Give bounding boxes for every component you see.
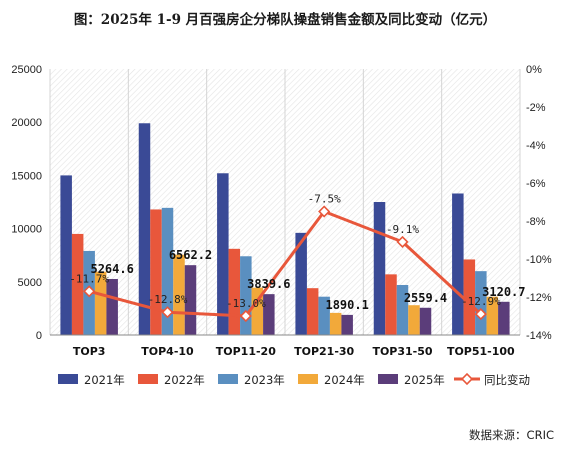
y-left-tick-label: 5000 <box>18 277 42 289</box>
yoy-value-label: -12.8% <box>148 293 188 306</box>
bar <box>452 193 464 335</box>
bar <box>71 233 84 335</box>
bar <box>150 209 162 335</box>
legend-label: 同比变动 <box>484 373 530 387</box>
bar <box>173 254 185 335</box>
legend-swatch <box>218 374 238 384</box>
x-tick-label: TOP31-50 <box>372 345 432 358</box>
axes: 0 5000 10000 15000 20000 25000 0% -2% -4% -6% -8% -… <box>11 64 551 358</box>
y-left-tick-label: 25000 <box>11 64 42 76</box>
bar <box>463 259 476 335</box>
legend-swatch <box>58 374 78 384</box>
bar <box>161 207 174 335</box>
bar <box>329 312 342 335</box>
y-right-tick-label: -8% <box>526 216 546 228</box>
yoy-line-path <box>88 210 482 318</box>
bar <box>486 296 499 335</box>
bar <box>217 173 229 335</box>
yoy-marker <box>474 308 487 321</box>
bar <box>251 287 264 335</box>
bar <box>228 248 241 335</box>
bar-value-label: 5264.6 <box>90 262 133 276</box>
bar <box>106 278 118 335</box>
yoy-line <box>83 205 487 323</box>
bar <box>498 301 510 335</box>
y-left-tick-label: 20000 <box>11 117 42 129</box>
x-tick-label: TOP21-30 <box>294 345 354 358</box>
y-left-tick-label: 10000 <box>11 224 42 236</box>
legend-swatch <box>378 374 398 384</box>
bar <box>60 175 72 335</box>
bar <box>419 307 432 335</box>
yoy-marker <box>318 205 331 218</box>
yoy-value-label: -7.5% <box>308 193 341 206</box>
y-right-tick-label: -14% <box>526 330 552 342</box>
y-right-tick-label: -10% <box>526 254 552 266</box>
bar <box>408 305 420 335</box>
bar <box>318 296 330 335</box>
chart-title: 图：2025年 1-9 月百强房企分梯队操盘销售金额及同比变动（亿元） <box>74 11 496 28</box>
bar <box>306 288 319 335</box>
y-right-tick-label: -4% <box>526 140 546 152</box>
bar <box>263 294 275 335</box>
yoy-marker <box>396 235 409 248</box>
y-right-tick-label: -2% <box>526 102 546 114</box>
yoy-marker <box>161 306 174 319</box>
y-right-tick-label: 0% <box>526 64 542 76</box>
bar <box>396 284 409 335</box>
bar <box>240 256 252 335</box>
data-labels: 5264.6 6562.2 3839.6 1890.1 2559.4 3120.7 -11.… <box>69 193 525 312</box>
bar <box>385 274 397 335</box>
legend-swatch <box>138 374 158 384</box>
bars <box>60 123 510 335</box>
bar <box>295 232 307 335</box>
yoy-marker <box>83 285 96 298</box>
bar <box>373 202 386 335</box>
legend-line-marker <box>460 372 474 386</box>
bar-value-label: 3120.7 <box>482 285 525 299</box>
source-note: 数据来源：CRIC <box>469 428 554 442</box>
x-tick-label: TOP4-10 <box>141 345 194 358</box>
bar <box>184 265 197 335</box>
bar <box>341 314 353 335</box>
legend: 2021年 2022年 2023年 2024年 2025年 同比变动 <box>58 372 530 387</box>
bar-value-label: 3839.6 <box>247 277 290 291</box>
legend-label: 2021年 <box>84 373 125 387</box>
legend-swatch <box>298 374 318 384</box>
y-left-tick-label: 15000 <box>11 170 42 182</box>
bar <box>94 271 107 335</box>
legend-label: 2022年 <box>164 373 205 387</box>
legend-label: 2024年 <box>324 373 365 387</box>
yoy-value-label: -11.7% <box>69 272 109 285</box>
legend-label: 2025年 <box>404 373 445 387</box>
bar-value-label: 6562.2 <box>169 248 212 262</box>
y-left-tick-label: 0 <box>36 330 42 342</box>
x-tick-label: TOP3 <box>73 345 106 358</box>
bar-value-label: 2559.4 <box>404 291 447 305</box>
y-right-tick-label: -12% <box>526 292 552 304</box>
bar <box>475 271 487 335</box>
x-tick-label: TOP51-100 <box>447 345 515 358</box>
yoy-value-label: -9.1% <box>386 223 419 236</box>
y-right-tick-label: -6% <box>526 178 546 190</box>
yoy-value-label: -13.0% <box>226 297 266 310</box>
gridlines <box>49 69 521 335</box>
legend-label: 2023年 <box>244 373 285 387</box>
x-tick-label: TOP11-20 <box>216 345 276 358</box>
yoy-marker <box>239 309 252 323</box>
bar-value-label: 1890.1 <box>325 298 368 312</box>
bar <box>138 123 151 335</box>
yoy-value-label: -12.9% <box>461 295 501 308</box>
